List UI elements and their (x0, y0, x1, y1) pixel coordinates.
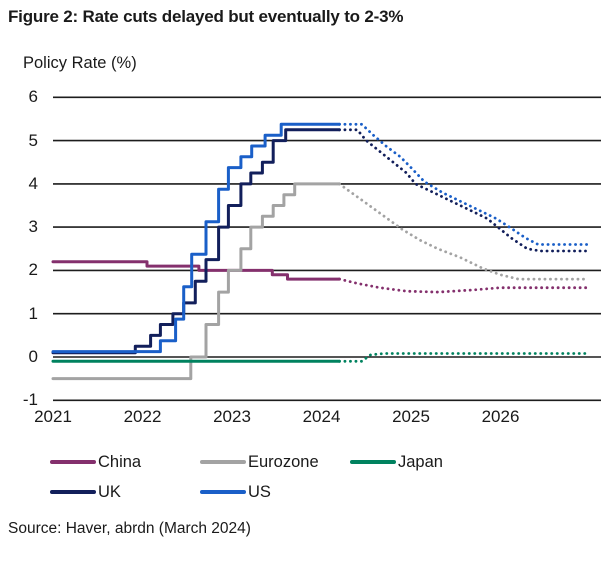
y-tick-label: 5 (28, 130, 38, 150)
series-forecast-eurozone (338, 182, 590, 281)
y-tick-label: 2 (28, 260, 38, 280)
legend-label: Japan (398, 453, 443, 471)
series-forecast-uk (338, 128, 587, 253)
series-forecast-us (338, 122, 590, 246)
figure-title: Figure 2: Rate cuts delayed but eventual… (8, 7, 404, 26)
y-tick-label: 3 (28, 217, 38, 237)
legend-item-uk: UK (50, 482, 121, 502)
y-tick-label: 1 (28, 303, 38, 323)
y-tick-label: 6 (28, 87, 38, 107)
legend-item-us: US (200, 482, 271, 502)
series-line-uk (51, 128, 341, 355)
source-note: Source: Haver, abrdn (March 2024) (8, 520, 251, 537)
series-line-us (51, 122, 341, 354)
x-tick-label: 2025 (392, 407, 430, 426)
legend-label: Eurozone (248, 453, 319, 471)
legend-label: US (248, 483, 271, 501)
legend-swatch-eurozone (200, 459, 246, 465)
y-tick-label: -1 (22, 390, 38, 410)
y-tick-label: 0 (28, 347, 38, 366)
x-tick-label: 2022 (123, 407, 162, 426)
legend-item-japan: Japan (350, 452, 443, 472)
series-line-eurozone (51, 182, 341, 381)
x-tick-label: 2021 (34, 407, 72, 426)
x-tick-label: 2024 (302, 407, 341, 426)
legend-swatch-uk (50, 489, 96, 495)
series-forecast-japan (338, 352, 590, 363)
legend-label: UK (98, 483, 121, 501)
legend-swatch-us (200, 489, 246, 495)
y-axis-title: Policy Rate (%) (23, 54, 137, 72)
x-tick-label: 2023 (213, 407, 251, 426)
legend-swatch-china (50, 459, 96, 465)
legend-item-eurozone: Eurozone (200, 452, 319, 472)
legend-label: China (98, 453, 142, 471)
series-forecast-china (338, 277, 590, 294)
x-tick-label: 2026 (481, 407, 520, 426)
legend-item-china: China (50, 452, 141, 472)
y-tick-label: 4 (28, 173, 38, 193)
legend-swatch-japan (350, 459, 396, 465)
